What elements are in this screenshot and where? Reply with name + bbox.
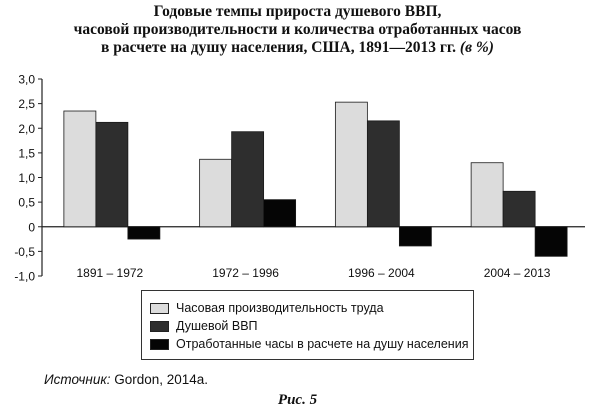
legend-swatch-gdp xyxy=(150,320,169,332)
source-prefix: Источник: xyxy=(44,372,111,387)
legend-label-hours: Отработанные часы в расчете на душу насе… xyxy=(176,337,469,351)
legend-item-productivity: Часовая производительность труда xyxy=(150,299,384,317)
x-category-label: 2004 – 2013 xyxy=(484,266,551,280)
chart-title-text: в расчете на душу населения, США, 1891—2… xyxy=(101,39,457,56)
source-text: Gordon, 2014a. xyxy=(110,372,209,387)
chart-title-line-3: в расчете на душу населения, США, 1891—2… xyxy=(0,39,595,57)
x-category-label: 1891 – 1972 xyxy=(77,266,144,280)
y-tick-label: -1,0 xyxy=(14,270,35,284)
bar-gdp-1 xyxy=(231,131,265,228)
bar-productivity-0 xyxy=(63,110,97,228)
y-tick-label: 1,0 xyxy=(18,171,35,185)
bar-productivity-3 xyxy=(470,162,504,228)
bar-productivity-1 xyxy=(199,158,233,228)
figure-caption: Рис. 5 xyxy=(277,392,318,408)
chart-title-unit: (в %) xyxy=(459,39,494,56)
bar-gdp-3 xyxy=(502,190,536,228)
bar-gdp-0 xyxy=(95,121,129,228)
legend: Часовая производительность труда Душевой… xyxy=(141,290,474,360)
bar-productivity-2 xyxy=(334,101,368,228)
legend-item-gdp: Душевой ВВП xyxy=(150,317,258,335)
y-tick-label: 2,5 xyxy=(18,97,35,111)
y-tick-label: 2,0 xyxy=(18,122,35,136)
legend-item-hours: Отработанные часы в расчете на душу насе… xyxy=(150,335,468,353)
bar-gdp-2 xyxy=(366,120,400,228)
y-tick-label: 0 xyxy=(28,220,35,234)
chart-title-line-1: Годовые темпы прироста душевого ВВП, xyxy=(153,3,442,20)
bar-chart: -1,0-0,500,51,01,52,02,53,0 1891 – 1972 1… xyxy=(14,73,585,284)
x-category-label: 1972 – 1996 xyxy=(212,266,279,280)
bar-hours-3 xyxy=(534,226,568,257)
source-note: Источник: Gordon, 2014a. xyxy=(44,372,208,387)
y-tick-label: 3,0 xyxy=(18,73,35,87)
x-axis-labels: 1891 – 1972 1972 – 1996 1996 – 2004 2004 – … xyxy=(77,266,551,280)
legend-label-gdp: Душевой ВВП xyxy=(176,319,258,333)
y-tick-label: 0,5 xyxy=(18,196,35,210)
bars xyxy=(63,101,568,257)
x-category-label: 1996 – 2004 xyxy=(348,266,415,280)
y-tick-label: -0,5 xyxy=(14,245,35,259)
legend-swatch-hours xyxy=(150,338,169,350)
bar-hours-2 xyxy=(398,226,432,247)
legend-swatch-productivity xyxy=(150,302,169,314)
y-tick-label: 1,5 xyxy=(18,146,35,160)
legend-label-productivity: Часовая производительность труда xyxy=(176,301,384,315)
chart-title-line-2: часовой производительности и количества … xyxy=(73,21,522,38)
y-axis: -1,0 -0,5 0 0,5 1,0 1,5 2,0 2,5 3,0 xyxy=(14,73,585,284)
bar-hours-1 xyxy=(263,199,297,228)
bar-hours-0 xyxy=(127,226,161,240)
